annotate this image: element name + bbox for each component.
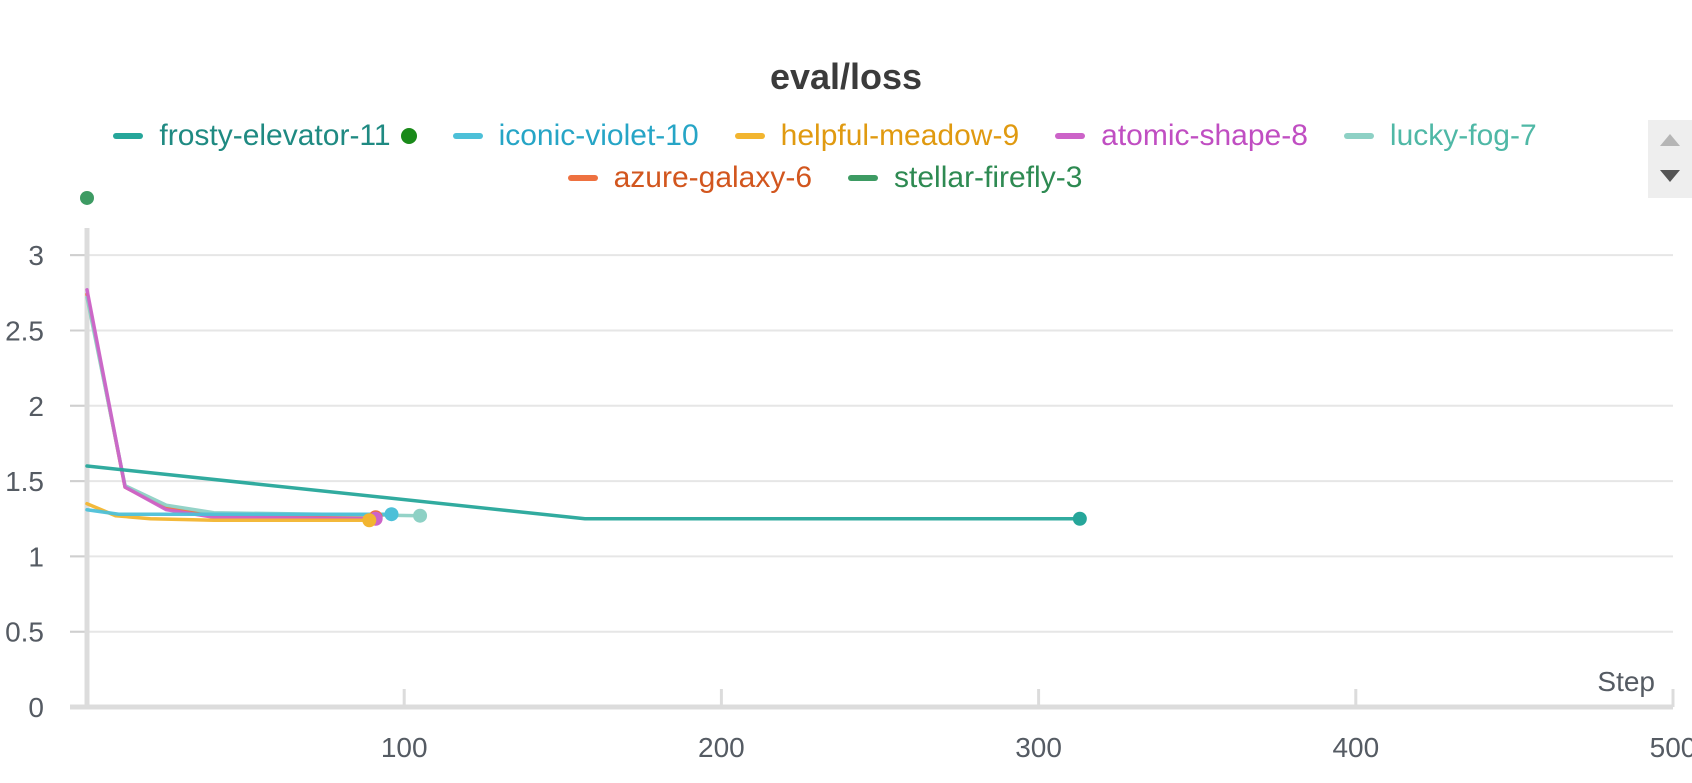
- legend-item-frosty-elevator-11[interactable]: frosty-elevator-11: [113, 119, 417, 153]
- endpoint-markers: [80, 190, 1087, 528]
- tick-labels: 0 0.5 1 1.5 2 2.5 3 100 200 300 400 500 Step: [5, 240, 1692, 763]
- chart-title: eval/loss: [769, 56, 923, 97]
- endpoint-marker-lucky-fog-7: [413, 508, 428, 523]
- series-lines: [85, 288, 1082, 522]
- legend-swatch: [848, 175, 879, 181]
- legend-label: atomic-shape-8: [1101, 119, 1308, 152]
- y-tick-label: 2: [28, 391, 44, 422]
- scroll-up-icon[interactable]: [1660, 134, 1680, 146]
- legend-label: azure-galaxy-6: [613, 161, 813, 194]
- legend-label: iconic-violet-10: [498, 119, 699, 152]
- legend-swatch: [113, 133, 144, 139]
- legend-swatch: [1343, 133, 1374, 139]
- legend-swatch: [734, 133, 765, 139]
- endpoint-marker-frosty-elevator-11: [1072, 511, 1087, 526]
- x-tick-label: 100: [381, 732, 428, 763]
- series-line-frosty-elevator-11: [85, 464, 1082, 521]
- legend-label: helpful-meadow-9: [780, 119, 1020, 152]
- legend-row-1: frosty-elevator-11 iconic-violet-10 help…: [0, 115, 1650, 157]
- highlight-dot-icon: [400, 128, 417, 144]
- legend-scroll-control: [1648, 120, 1692, 198]
- legend-item-helpful-meadow-9[interactable]: helpful-meadow-9: [734, 119, 1020, 153]
- series-line-iconic-violet-10: [85, 507, 394, 516]
- y-tick-label: 2.5: [5, 315, 44, 346]
- y-tick-label: 1.5: [5, 466, 44, 497]
- legend-item-azure-galaxy-6[interactable]: azure-galaxy-6: [567, 161, 813, 195]
- legend-label: lucky-fog-7: [1389, 119, 1537, 152]
- legend-swatch: [452, 133, 483, 139]
- legend-swatch: [1055, 133, 1086, 139]
- legend: frosty-elevator-11 iconic-violet-10 help…: [0, 115, 1650, 199]
- endpoint-marker-stellar-firefly-3: [80, 190, 94, 205]
- y-tick-label: 1: [28, 541, 44, 572]
- legend-item-atomic-shape-8[interactable]: atomic-shape-8: [1055, 119, 1308, 153]
- legend-item-lucky-fog-7[interactable]: lucky-fog-7: [1343, 119, 1537, 153]
- legend-swatch: [567, 175, 598, 181]
- y-tick-label: 0.5: [5, 617, 44, 648]
- x-tick-label: 400: [1332, 732, 1379, 763]
- axes: [70, 228, 1675, 710]
- legend-item-stellar-firefly-3[interactable]: stellar-firefly-3: [848, 161, 1082, 195]
- y-tick-label: 0: [28, 692, 44, 723]
- legend-row-2: azure-galaxy-6 stellar-firefly-3: [0, 157, 1650, 199]
- endpoint-marker-iconic-violet-10: [384, 507, 399, 522]
- legend-label: frosty-elevator-11: [159, 119, 391, 152]
- legend-item-iconic-violet-10[interactable]: iconic-violet-10: [452, 119, 699, 153]
- x-tick-label: 300: [1015, 732, 1062, 763]
- y-tick-label: 3: [28, 240, 44, 271]
- series-line-atomic-shape-8: [85, 288, 378, 521]
- legend-label: stellar-firefly-3: [894, 161, 1083, 194]
- scroll-down-icon[interactable]: [1660, 170, 1680, 182]
- x-tick-label: 500: [1650, 732, 1692, 763]
- x-axis-label: Step: [1597, 666, 1655, 697]
- grid-lines: [70, 254, 1673, 633]
- x-tick-label: 200: [698, 732, 745, 763]
- endpoint-marker-helpful-meadow-9: [362, 513, 377, 528]
